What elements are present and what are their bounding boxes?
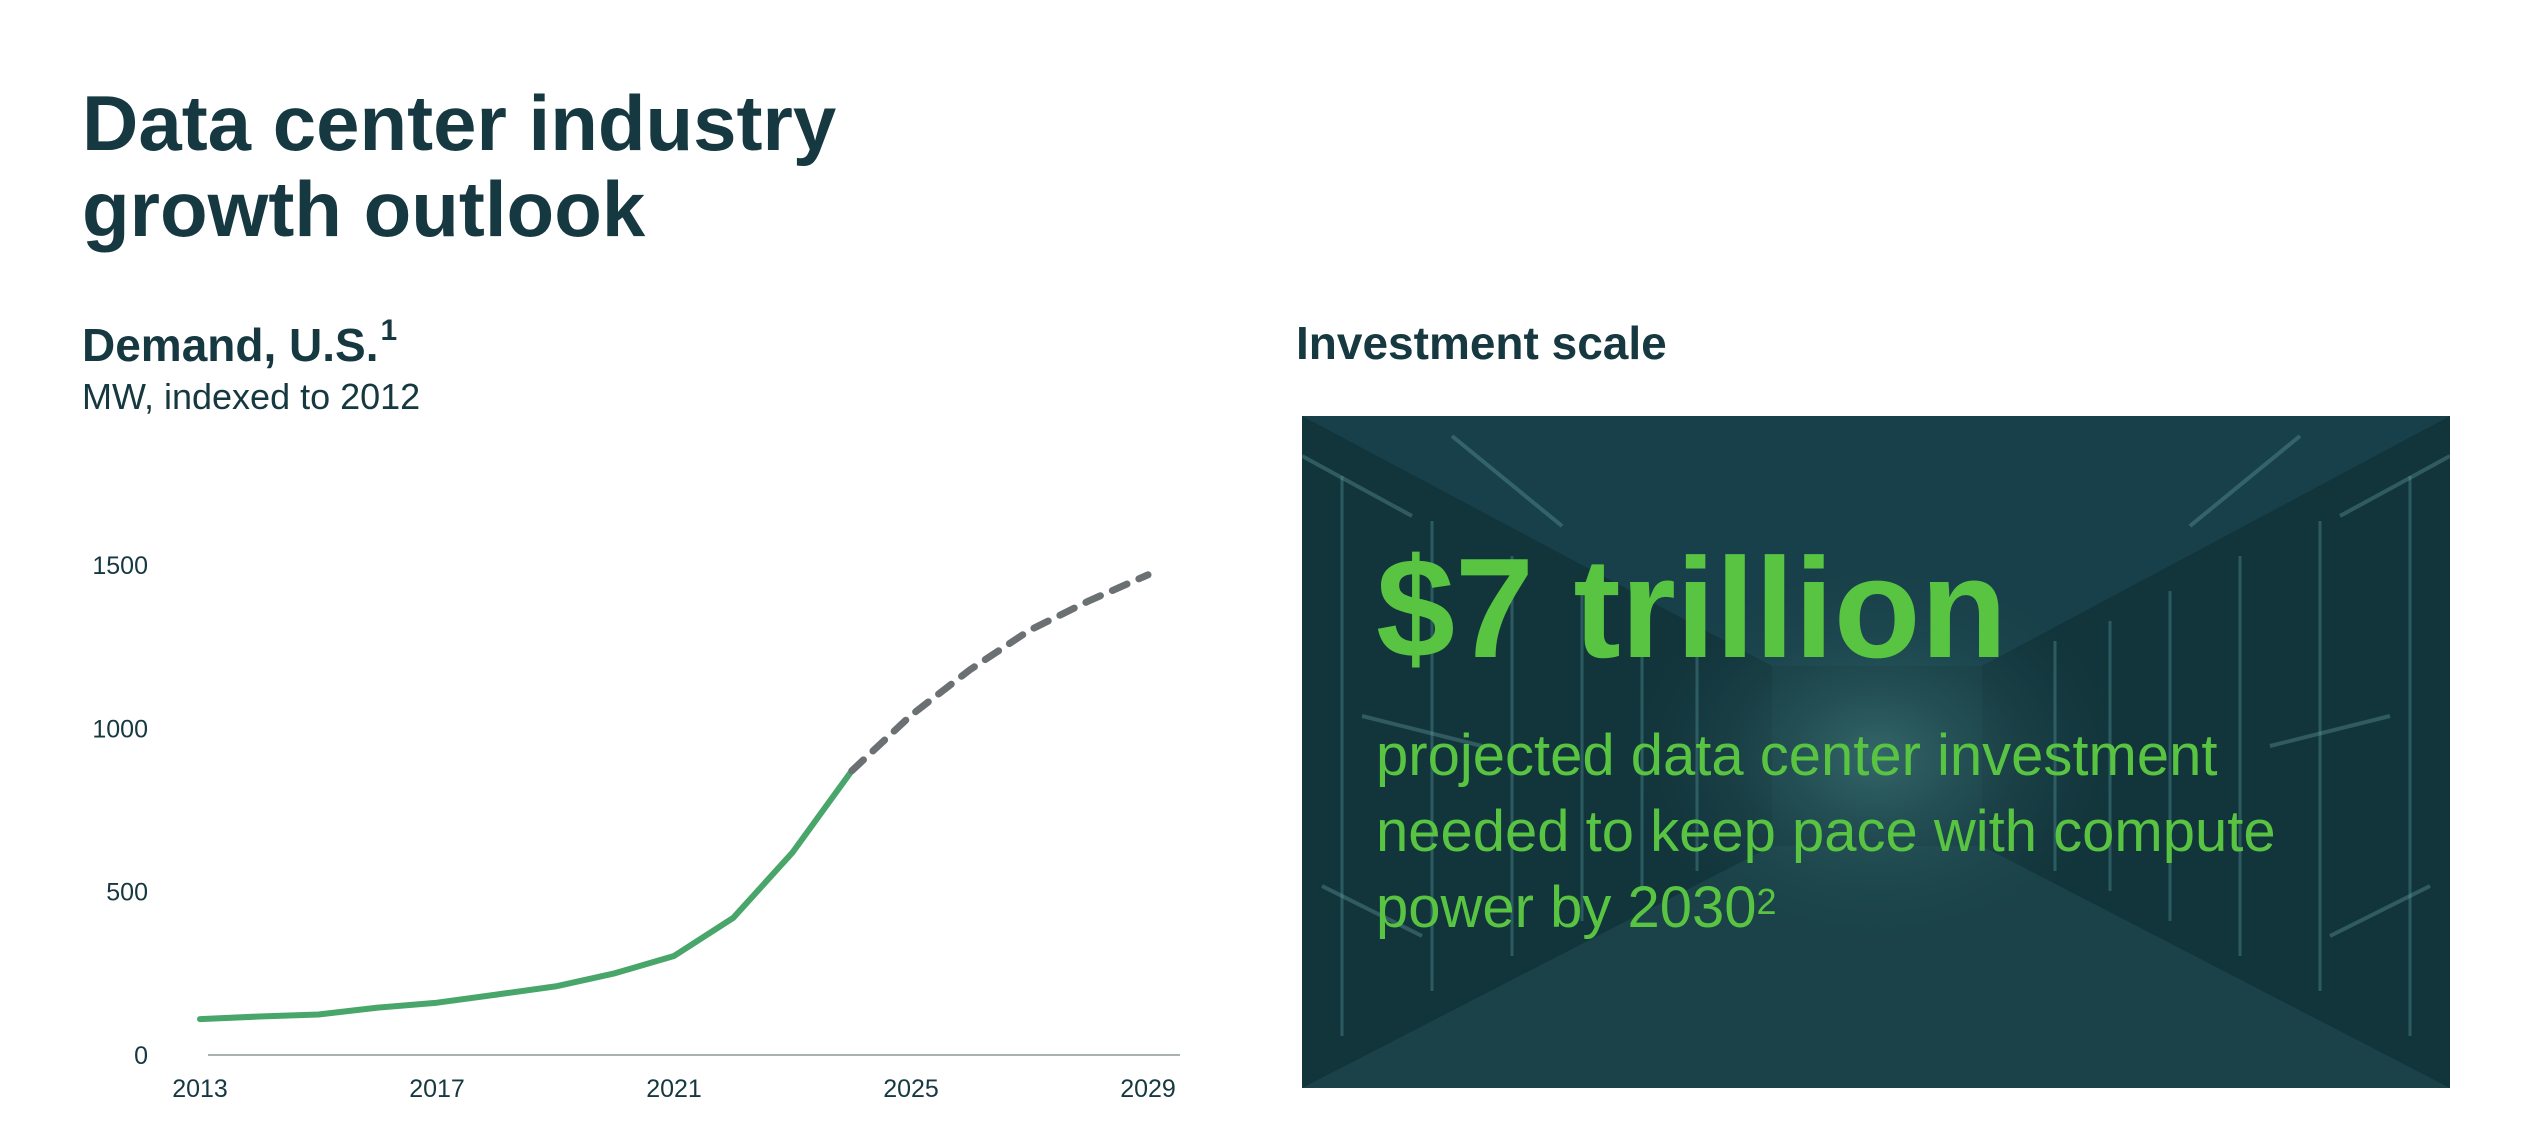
demand-title: Demand, U.S.1 xyxy=(82,314,397,372)
forecast-demand-line xyxy=(848,571,1152,775)
data-center-background-image xyxy=(1302,416,2450,1088)
demand-footnote-marker: 1 xyxy=(380,314,398,347)
page-title-line-2: growth outlook xyxy=(82,165,646,253)
investment-footnote-marker: 2 xyxy=(1756,881,1777,922)
x-tick-label: 2029 xyxy=(1120,1075,1176,1103)
investment-description-text: projected data center investment needed … xyxy=(1376,723,2276,940)
investment-card: $7 trillion projected data center invest… xyxy=(1302,416,2450,1088)
y-tick-label: 1000 xyxy=(92,715,148,743)
x-tick-label: 2017 xyxy=(409,1075,465,1103)
x-tick-label: 2013 xyxy=(172,1075,228,1103)
y-tick-label: 0 xyxy=(134,1042,148,1070)
x-tick-label: 2025 xyxy=(883,1075,939,1103)
demand-title-text: Demand, U.S. xyxy=(82,319,379,371)
x-tick-label: 2021 xyxy=(646,1075,702,1103)
page-title: Data center industry growth outlook xyxy=(82,80,836,252)
investment-description: projected data center investment needed … xyxy=(1376,718,2410,946)
investment-text: $7 trillion projected data center invest… xyxy=(1376,534,2410,946)
investment-title: Investment scale xyxy=(1296,317,1667,369)
y-tick-label: 500 xyxy=(106,879,148,907)
investment-amount: $7 trillion xyxy=(1376,529,2008,688)
y-tick-label: 1500 xyxy=(92,552,148,580)
demand-line-chart: 0 500 1000 1500 2013 2017 2021 2025 2029 xyxy=(92,552,1180,1103)
demand-subtitle: MW, indexed to 2012 xyxy=(82,376,421,417)
actual-demand-line xyxy=(197,767,855,1023)
page-title-line-1: Data center industry xyxy=(82,79,837,167)
